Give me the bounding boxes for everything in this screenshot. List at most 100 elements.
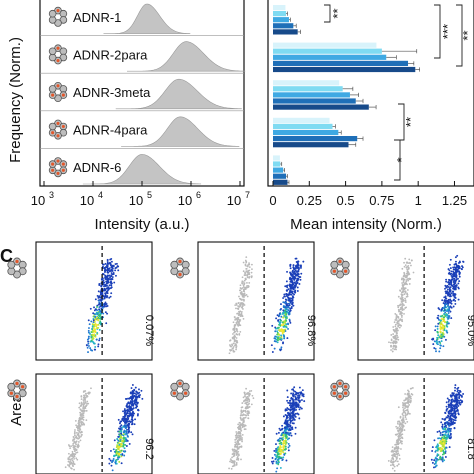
scatter-point (454, 284, 457, 287)
scatter-point (106, 265, 109, 268)
ring-molecule-icon (7, 379, 27, 401)
scatter-point (107, 262, 110, 265)
histogram-x-tick-label: 10 (129, 193, 143, 208)
scatter-plot: 95.0% (330, 241, 474, 361)
scatter-point (118, 434, 121, 437)
scatter-point (241, 406, 244, 409)
scatter-point (136, 409, 139, 411)
scatter-point (443, 303, 446, 306)
scatter-point (295, 392, 298, 395)
scatter-point (114, 459, 117, 462)
scatter-point (95, 311, 98, 314)
scatter-point (447, 302, 449, 305)
scatter-point (287, 446, 290, 449)
scatter-point (113, 281, 116, 284)
scatter-point (124, 427, 127, 430)
scatter-point (294, 269, 297, 272)
scatter-point (232, 333, 234, 335)
scatter-point (289, 321, 292, 324)
scatter-point (247, 410, 250, 413)
scatter-point (118, 460, 121, 463)
scatter-point (238, 434, 241, 437)
bar (273, 179, 288, 185)
scatter-point (242, 286, 245, 288)
scatter-point (457, 393, 460, 396)
scatter-point (246, 395, 249, 398)
scatter-point (444, 301, 447, 304)
scatter-point (396, 441, 399, 444)
scatter-point (82, 412, 85, 415)
scatter-point (448, 308, 451, 311)
scatter-point (238, 322, 240, 325)
scatter-point (242, 396, 245, 399)
scatter-point (457, 391, 460, 394)
scatter-point (131, 383, 134, 386)
scatter-point (241, 299, 243, 301)
scatter-point (406, 283, 408, 286)
scatter-point (395, 319, 398, 321)
scatter-point (277, 326, 279, 329)
scatter-point (454, 419, 457, 422)
scatter-point (294, 426, 297, 429)
scatter-point (454, 299, 457, 302)
scatter-point (284, 309, 286, 312)
scatter-point (457, 386, 460, 389)
ring-disc (330, 260, 339, 269)
scatter-point (236, 312, 238, 315)
scatter-point (438, 321, 441, 324)
scatter-point (288, 404, 291, 407)
scatter-point (245, 260, 248, 263)
scatter-point (275, 327, 277, 330)
scatter-point (105, 322, 108, 325)
scatter-point (275, 460, 278, 463)
scatter-point (434, 456, 437, 459)
ring-dot (56, 84, 60, 88)
scatter-point (286, 399, 289, 402)
scatter-point (286, 420, 289, 422)
scatter-point (408, 283, 411, 285)
scatter-point (448, 279, 451, 282)
scatter-point (106, 292, 109, 295)
scatter-point (120, 430, 123, 433)
scatter-point (454, 296, 457, 299)
scatter-point (296, 412, 299, 415)
scatter-point (246, 274, 249, 277)
scatter-point (408, 404, 411, 406)
scatter-point (392, 451, 395, 453)
scatter-point (124, 437, 127, 440)
scatter-point (72, 456, 75, 459)
scatter-point (98, 299, 101, 302)
scatter-point (236, 455, 239, 458)
scatter-point (287, 288, 290, 291)
scatter-point (403, 399, 406, 402)
scatter-point (125, 445, 128, 447)
scatter-point (445, 446, 447, 449)
scatter-point (433, 347, 436, 349)
scatter-point (271, 456, 274, 459)
scatter-point (234, 340, 236, 342)
scatter-point (397, 436, 400, 439)
scatter-point (396, 321, 399, 324)
scatter-point (125, 405, 128, 408)
scatter-point (76, 433, 79, 436)
scatter-point (291, 281, 294, 284)
scatter-point (242, 400, 245, 403)
scatter-point (439, 440, 442, 443)
scatter-point (297, 396, 299, 399)
scatter-point (69, 447, 72, 449)
scatter-point (275, 455, 278, 458)
scatter-point (96, 306, 98, 308)
scatter-point (97, 343, 100, 346)
scatter-point (285, 323, 288, 326)
scatter-point (282, 447, 285, 449)
scatter-point (282, 456, 285, 459)
scatter-point (96, 323, 99, 326)
bar (273, 48, 382, 54)
scatter-point (458, 275, 461, 278)
scatter-point (449, 394, 452, 397)
scatter-point (457, 298, 460, 301)
scatter-point (455, 278, 458, 281)
scatter-point (235, 304, 238, 306)
scatter-point (77, 441, 80, 443)
scatter-point (445, 440, 448, 443)
